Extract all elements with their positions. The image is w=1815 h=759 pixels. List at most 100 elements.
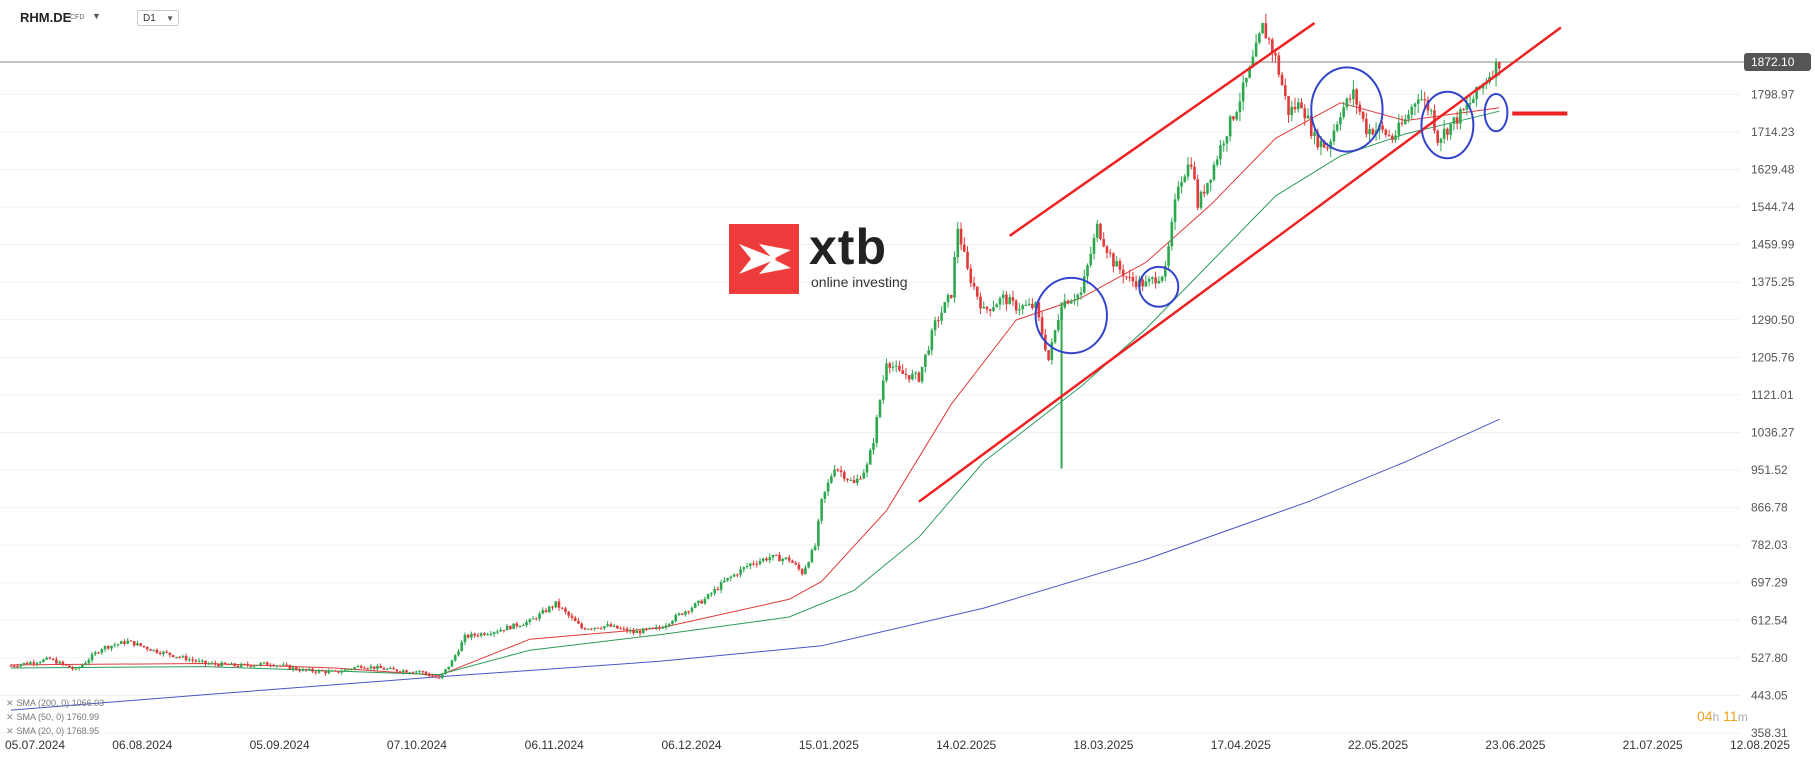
candle-body <box>1277 55 1281 75</box>
x-tick-label: 18.03.2025 <box>1073 738 1133 752</box>
chart-toolbar: RHM.DE CFD ▼ D1 ▼ <box>0 0 1815 40</box>
candle-body <box>405 670 408 673</box>
candle-body <box>1134 281 1138 288</box>
candle-body <box>972 283 976 287</box>
candle-body <box>1358 104 1362 112</box>
y-tick-label: 697.29 <box>1751 576 1788 590</box>
candle-body <box>593 627 596 629</box>
candle-body <box>239 663 243 667</box>
candle-body <box>1429 110 1433 112</box>
candle-body <box>1316 132 1320 148</box>
candle-body <box>421 671 425 673</box>
candle-body <box>1180 182 1183 187</box>
y-tick-label: 1629.48 <box>1751 163 1795 177</box>
x-tick-label: 05.07.2024 <box>5 738 65 752</box>
candle-body <box>1082 276 1086 293</box>
candle-body <box>531 618 535 620</box>
y-tick-label: 527.80 <box>1751 651 1788 665</box>
candle-body <box>736 574 739 576</box>
candle-body <box>603 626 606 629</box>
candle-body <box>1176 186 1180 200</box>
candle-body <box>693 603 697 608</box>
candle-body <box>1021 305 1024 310</box>
candle-body <box>16 666 19 668</box>
candle-body <box>1348 98 1352 100</box>
timeframe-select[interactable]: D1 ▼ <box>137 10 179 26</box>
candle-body <box>55 659 58 664</box>
candle-body <box>962 244 966 252</box>
highlight-circle <box>1138 265 1180 308</box>
candle-body <box>641 628 645 634</box>
candle-body <box>308 668 311 671</box>
candle-body <box>275 665 279 667</box>
candle-body <box>1313 132 1316 136</box>
candle-body <box>142 645 146 647</box>
candle-body <box>165 651 168 653</box>
remove-indicator-icon[interactable]: ✕ <box>6 698 14 708</box>
candle-body <box>178 656 181 658</box>
candle-body <box>236 665 240 667</box>
channel-lower-line <box>918 26 1562 503</box>
candle-body <box>1144 281 1148 287</box>
candle-body <box>304 669 308 671</box>
candle-body <box>139 643 142 646</box>
candle-body <box>518 625 522 627</box>
candle-body <box>1394 135 1397 140</box>
y-tick-label: 1798.97 <box>1751 87 1795 101</box>
candle-body <box>946 294 950 303</box>
candle-body <box>94 652 97 655</box>
x-tick-label: 06.12.2024 <box>662 738 722 752</box>
candle-body <box>629 630 632 632</box>
sma200-line <box>10 418 1500 711</box>
symbol-name[interactable]: RHM.DE <box>20 10 72 25</box>
candle-body <box>1112 253 1115 267</box>
remove-indicator-icon[interactable]: ✕ <box>6 726 14 736</box>
indicator-label: SMA (200, 0) <box>16 698 70 708</box>
candle-body <box>1361 111 1365 119</box>
candle-body <box>1462 109 1465 111</box>
candle-body <box>758 561 762 564</box>
candle-body <box>1066 300 1070 304</box>
candle-body <box>515 623 519 627</box>
candle-body <box>1339 117 1342 125</box>
candle-body <box>427 673 431 677</box>
candle-body <box>522 625 525 627</box>
candle-body <box>1472 99 1475 103</box>
candle-body <box>1332 130 1336 142</box>
y-tick-label: 866.78 <box>1751 501 1788 515</box>
candle-body <box>755 563 759 565</box>
candle-body <box>969 268 973 284</box>
candle-body <box>149 649 152 651</box>
candle-body <box>1241 82 1245 102</box>
candle-body <box>1498 61 1501 69</box>
y-tick-label: 782.03 <box>1751 538 1788 552</box>
candle-body <box>651 627 655 629</box>
candle-body <box>800 569 804 575</box>
candle-body <box>1426 100 1430 111</box>
candle-body <box>538 613 541 619</box>
candle-body <box>346 669 350 671</box>
instrument-type-label: CFD <box>70 14 85 21</box>
candle-body <box>836 469 840 471</box>
candle-body <box>473 633 476 636</box>
candle-body <box>1296 102 1300 110</box>
candle-body <box>424 671 428 674</box>
candle-body <box>132 641 136 646</box>
highlight-circle <box>1310 66 1384 153</box>
candle-body <box>1050 342 1054 361</box>
channel-upper-line <box>1008 22 1316 237</box>
candle-body <box>1368 129 1371 135</box>
remove-indicator-icon[interactable]: ✕ <box>6 712 14 722</box>
candle-body <box>333 670 337 672</box>
candle-body <box>1413 103 1417 107</box>
candle-body <box>1215 159 1219 165</box>
candle-body <box>703 598 707 604</box>
candle-body <box>418 671 421 673</box>
symbol-dropdown-icon[interactable]: ▼ <box>92 11 101 21</box>
x-tick-label: 17.04.2025 <box>1211 738 1271 752</box>
candle-body <box>97 652 100 654</box>
candle-body <box>314 671 318 673</box>
candle-body <box>1157 280 1161 284</box>
candle-body <box>609 624 613 627</box>
